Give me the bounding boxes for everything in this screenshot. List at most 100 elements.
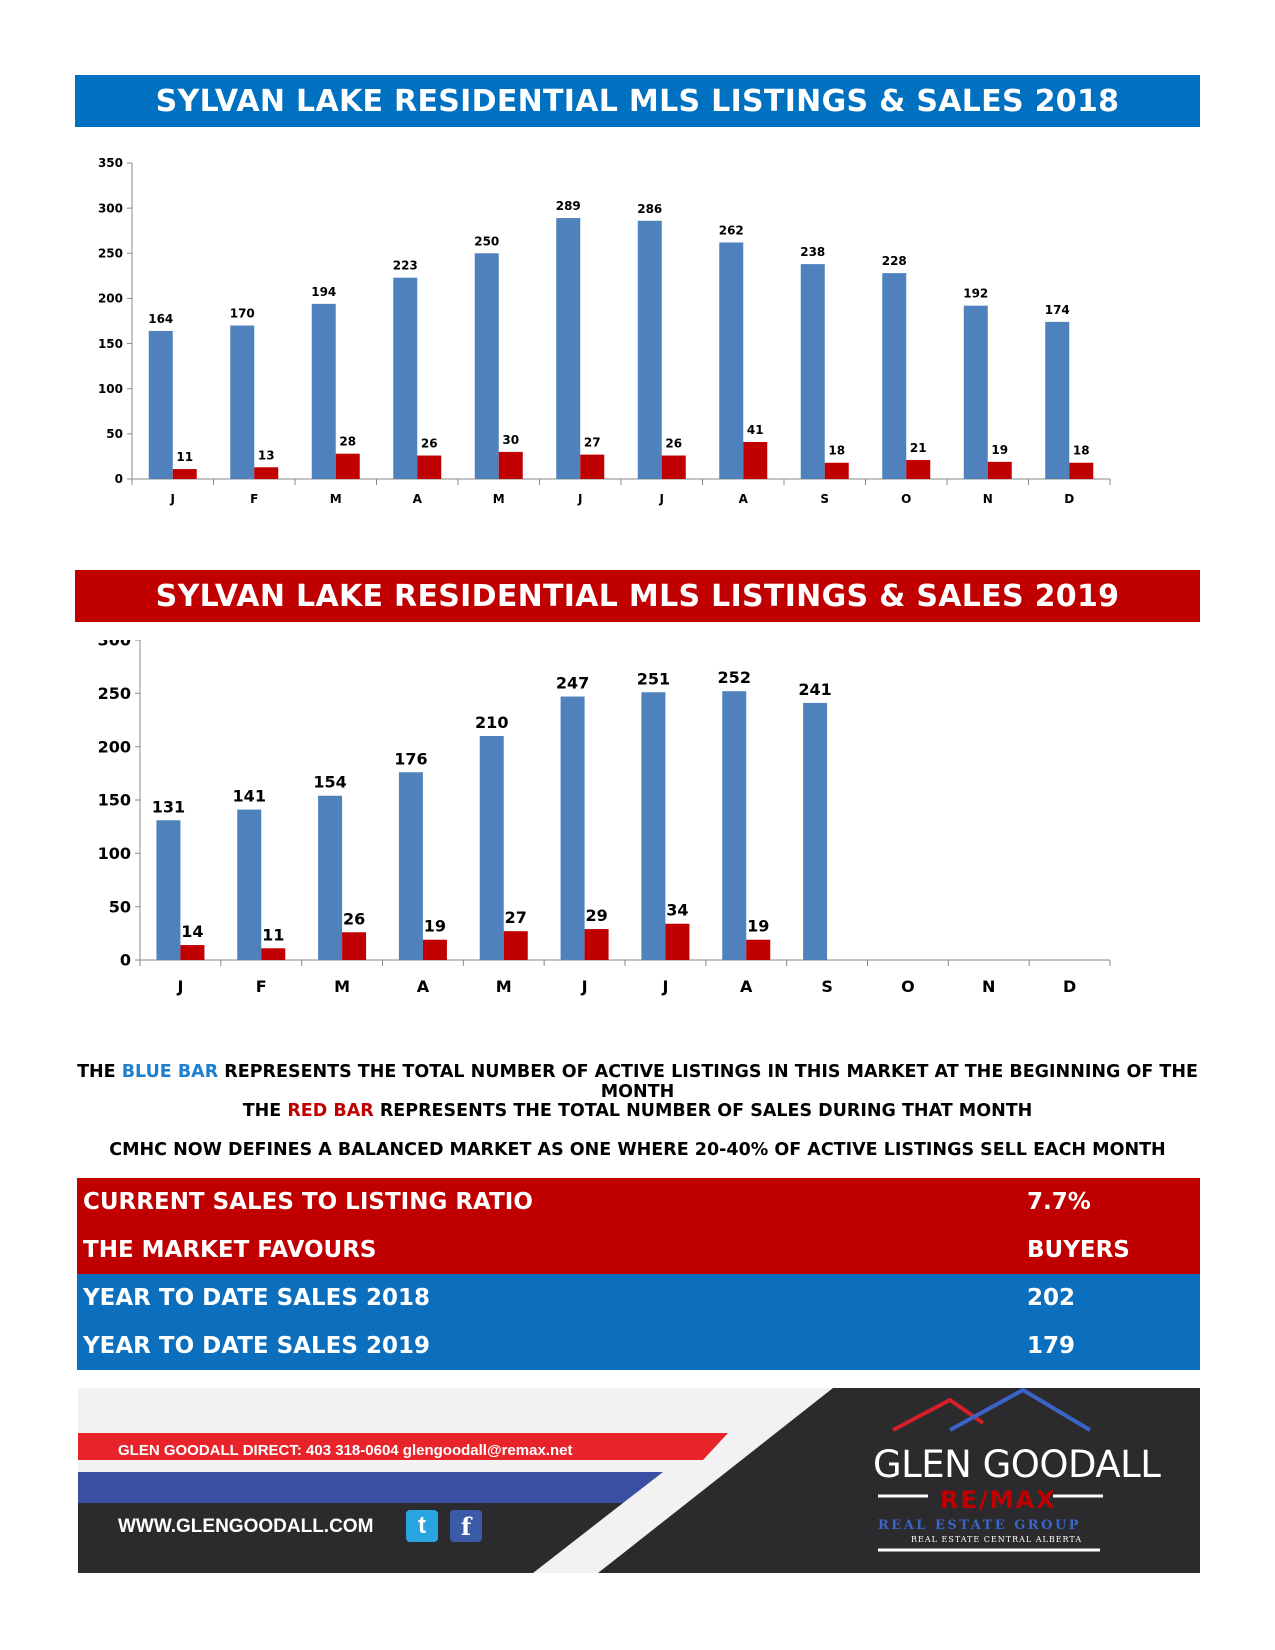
footer-contact: GLEN GOODALL DIRECT: 403 318-0604 glengo… (118, 1442, 573, 1459)
c0-sales-bar (580, 454, 605, 479)
c0-sales-label: 11 (176, 450, 193, 464)
brand-group: REAL ESTATE GROUP (878, 1518, 1082, 1533)
c1-category-label: S (821, 977, 833, 996)
c0-ytick-label: 200 (98, 292, 123, 306)
c1-sales-bar (261, 948, 286, 960)
c0-listing-label: 164 (148, 312, 173, 326)
c0-category-label: A (739, 492, 749, 506)
c1-listing-bar (722, 691, 747, 960)
c0-sales-label: 18 (828, 444, 845, 458)
c0-listing-label: 174 (1045, 303, 1070, 317)
legend-blue-word: BLUE BAR (121, 1062, 219, 1082)
c0-sales-label: 18 (1073, 444, 1090, 458)
twitter-icon[interactable]: t (406, 1510, 438, 1542)
legend-red-suffix: REPRESENTS THE TOTAL NUMBER OF SALES DUR… (373, 1101, 1033, 1121)
c1-category-label: F (256, 977, 267, 996)
c1-category-label: J (176, 977, 183, 996)
c0-ytick-label: 100 (98, 382, 123, 396)
c0-listing-bar (963, 305, 988, 479)
stat-ytd-2018-value: 202 (1027, 1285, 1076, 1311)
c0-listing-bar (637, 220, 662, 479)
c0-listing-label: 194 (311, 285, 336, 299)
c0-sales-label: 28 (339, 435, 356, 449)
c1-ytick-label: 250 (98, 684, 131, 703)
c1-category-label: N (982, 977, 995, 996)
c0-listing-bar (148, 330, 173, 479)
c0-sales-label: 26 (665, 437, 682, 451)
c0-sales-bar (498, 451, 523, 479)
c0-sales-bar (254, 467, 279, 479)
c1-sales-label: 19 (424, 917, 446, 936)
legend-blue-prefix: THE (77, 1062, 122, 1082)
c0-listing-label: 286 (637, 202, 662, 216)
c0-category-label: N (983, 492, 993, 506)
c1-listing-bar (318, 795, 343, 960)
footer-graphic (78, 1388, 1103, 1573)
c0-sales-bar (661, 455, 686, 479)
house-roof-blue (949, 1388, 1092, 1432)
c0-sales-bar (987, 461, 1012, 479)
c0-category-label: J (170, 492, 175, 506)
c1-category-label: J (661, 977, 668, 996)
c1-listing-bar (803, 702, 828, 960)
c1-ytick-label: 300 (98, 640, 131, 650)
c0-sales-label: 19 (991, 443, 1008, 457)
c0-sales-bar (906, 460, 931, 479)
facebook-icon[interactable]: f (450, 1510, 482, 1542)
c0-listing-label: 289 (556, 199, 581, 213)
footer-dark-strip (78, 1503, 623, 1573)
chart-2018: 0 50 100 150 200 250 300 350 J F M A M J J A S O N D 164 170 1… (98, 156, 1111, 506)
footer-red-stripe (78, 1433, 728, 1460)
c1-listing-bar (398, 772, 423, 960)
c0-listing-label: 170 (230, 307, 255, 321)
c0-listing-bar (230, 325, 255, 479)
c1-listing-label: 247 (556, 674, 589, 693)
c1-sales-label: 34 (666, 901, 688, 920)
c1-category-label: M (334, 977, 350, 996)
c0-category-label: J (577, 492, 582, 506)
c1-sales-label: 14 (181, 922, 203, 941)
stat-favours-row: THE MARKET FAVOURS BUYERS (77, 1226, 1200, 1274)
stat-favours-label: THE MARKET FAVOURS (83, 1237, 377, 1263)
c1-listing-label: 252 (718, 668, 751, 687)
c0-ytick-label: 300 (98, 201, 123, 215)
c1-listing-bar (479, 736, 504, 960)
c0-listing-bar (882, 273, 907, 479)
c0-ytick-label: 0 (115, 472, 123, 486)
footer-website[interactable]: WWW.GLENGOODALL.COM (118, 1516, 374, 1537)
c0-listing-bar (474, 253, 499, 479)
c1-category-label: J (581, 977, 588, 996)
c0-category-label: A (413, 492, 423, 506)
c1-ytick-label: 100 (98, 844, 131, 863)
c0-category-label: D (1064, 492, 1074, 506)
stat-ytd-2018-label: YEAR TO DATE SALES 2018 (83, 1285, 430, 1311)
c0-listing-label: 192 (963, 287, 988, 301)
c0-listing-label: 250 (474, 234, 499, 248)
c0-category-label: J (659, 492, 664, 506)
c1-sales-label: 27 (505, 908, 527, 927)
c1-listing-label: 210 (475, 713, 508, 732)
c0-listing-label: 238 (800, 245, 825, 259)
stat-ratio-value: 7.7% (1027, 1189, 1091, 1215)
c1-ytick-label: 0 (120, 951, 131, 970)
stat-ytd-2019-row: YEAR TO DATE SALES 2019 179 (77, 1322, 1200, 1370)
c0-sales-bar (417, 455, 442, 479)
c0-listing-label: 262 (719, 223, 744, 237)
c1-sales-bar (665, 923, 690, 960)
legend-red-word: RED BAR (287, 1101, 374, 1121)
c1-sales-bar (342, 932, 367, 960)
c0-category-label: O (901, 492, 911, 506)
c0-listing-bar (311, 303, 336, 479)
footer-blue-stripe (78, 1472, 663, 1503)
chart-2019-title: SYLVAN LAKE RESIDENTIAL MLS LISTINGS & S… (75, 570, 1200, 622)
c1-listing-label: 131 (152, 797, 185, 816)
c0-sales-label: 27 (584, 436, 601, 450)
c0-sales-bar (172, 469, 197, 479)
legend-blue-suffix: REPRESENTS THE TOTAL NUMBER OF ACTIVE LI… (218, 1062, 1198, 1102)
c1-listing-label: 154 (313, 773, 346, 792)
c1-listing-label: 241 (798, 680, 831, 699)
c1-ytick-label: 50 (109, 897, 131, 916)
c0-sales-label: 26 (421, 437, 438, 451)
c0-ytick-label: 350 (98, 156, 123, 170)
brand-sub: REAL ESTATE CENTRAL ALBERTA (911, 1535, 1083, 1544)
